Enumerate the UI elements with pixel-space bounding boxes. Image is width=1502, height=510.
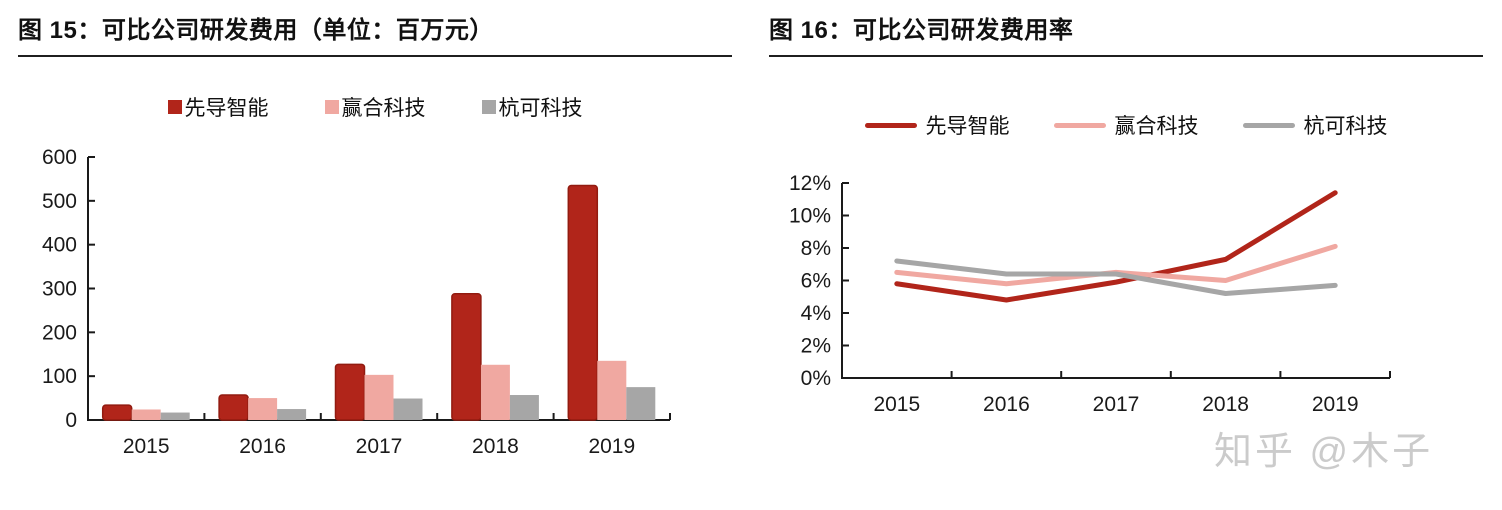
y-tick-label: 300 [42,278,77,301]
bar-杭可科技-2019 [626,387,656,420]
watermark: 知乎 @木子 [1214,431,1434,473]
y-tick-label: 0% [801,367,831,390]
x-tick-label: 2018 [472,435,519,458]
legend-line-swatch [1242,122,1295,128]
bar-先导智能-2018 [451,293,482,421]
figure-15-title-divider [18,55,732,57]
legend-label: 先导智能 [925,115,1010,138]
y-tick-label: 200 [42,321,77,344]
x-tick-label: 2015 [123,435,170,458]
y-tick-label: 12% [789,172,831,195]
x-tick-label: 2017 [1093,393,1140,416]
legend-label: 杭可科技 [498,97,583,120]
bar-赢合科技-2015 [131,409,161,420]
line-先导智能 [894,190,1338,303]
x-tick-label: 2018 [1202,393,1249,416]
legend-square-swatch [481,100,496,114]
line-chart: 0% 2% 4% 6% 8% 10% 12% 2015 2016 2017 2018 2019 [789,172,1391,416]
y-tick-label: 500 [42,190,77,213]
figure-15-panel: 图 15：可比公司研发费用（单位：百万元） 先导智能 赢合科技 杭可科技 0 100 2… [18,0,732,510]
legend-item-1: 先导智能 [167,92,269,122]
legend-square-swatch [324,100,339,114]
bar-先导智能-2015 [101,404,133,421]
line-chart-legend: 先导智能 赢合科技 杭可科技 [769,110,1483,140]
x-tick-label: 2015 [873,393,920,416]
figure-16-panel: 图 16：可比公司研发费用率 先导智能 赢合科技 杭可科技 0% 2% 4% 6% 8% 10… [769,0,1483,510]
legend-label: 赢合科技 [1114,115,1199,138]
line-赢合科技 [894,243,1338,287]
bar-赢合科技-2017 [364,374,394,420]
bar-chart: 0 100 200 300 400 500 600 2015 2016 2017 2018 2019 [42,146,671,458]
x-tick-label: 2019 [1312,393,1359,416]
legend-item-2: 赢合科技 [1053,110,1199,140]
bar-赢合科技-2019 [597,360,627,420]
bar-杭可科技-2016 [277,409,307,420]
bar-先导智能-2016 [218,394,249,421]
legend-item-2: 赢合科技 [324,92,426,122]
bar-先导智能-2019 [567,184,599,421]
y-tick-label: 400 [42,234,77,257]
legend-line-swatch [1053,122,1106,128]
y-tick-label: 10% [789,205,831,228]
bar-杭可科技-2017 [393,398,423,420]
bar-chart-legend: 先导智能 赢合科技 杭可科技 [18,92,732,122]
bar-赢合科技-2018 [480,364,510,420]
line-杭可科技 [894,258,1338,296]
bar-先导智能-2017 [334,363,366,421]
x-tick-label: 2017 [356,435,403,458]
bar-赢合科技-2016 [248,398,278,420]
y-tick-label: 0 [65,409,77,432]
bar-杭可科技-2015 [160,412,190,420]
y-tick-label: 600 [42,146,77,169]
y-tick-label: 8% [801,237,831,260]
figure-16-title: 图 16：可比公司研发费用率 [769,17,1074,44]
legend-item-1: 先导智能 [864,110,1010,140]
x-tick-label: 2016 [239,435,286,458]
figure-16-title-divider [769,55,1483,57]
x-tick-label: 2016 [983,393,1030,416]
legend-item-3: 杭可科技 [481,92,583,122]
x-tick-label: 2019 [588,435,635,458]
y-tick-label: 6% [801,270,831,293]
legend-item-3: 杭可科技 [1242,110,1388,140]
legend-label: 先导智能 [184,97,269,120]
legend-label: 杭可科技 [1303,115,1388,138]
y-tick-label: 2% [801,335,831,358]
legend-label: 赢合科技 [341,97,426,120]
y-tick-label: 100 [42,365,77,388]
bar-杭可科技-2018 [509,395,539,420]
figure-15-title: 图 15：可比公司研发费用（单位：百万元） [18,17,494,44]
y-tick-label: 4% [801,302,831,325]
legend-square-swatch [167,100,182,114]
legend-line-swatch [864,122,917,128]
